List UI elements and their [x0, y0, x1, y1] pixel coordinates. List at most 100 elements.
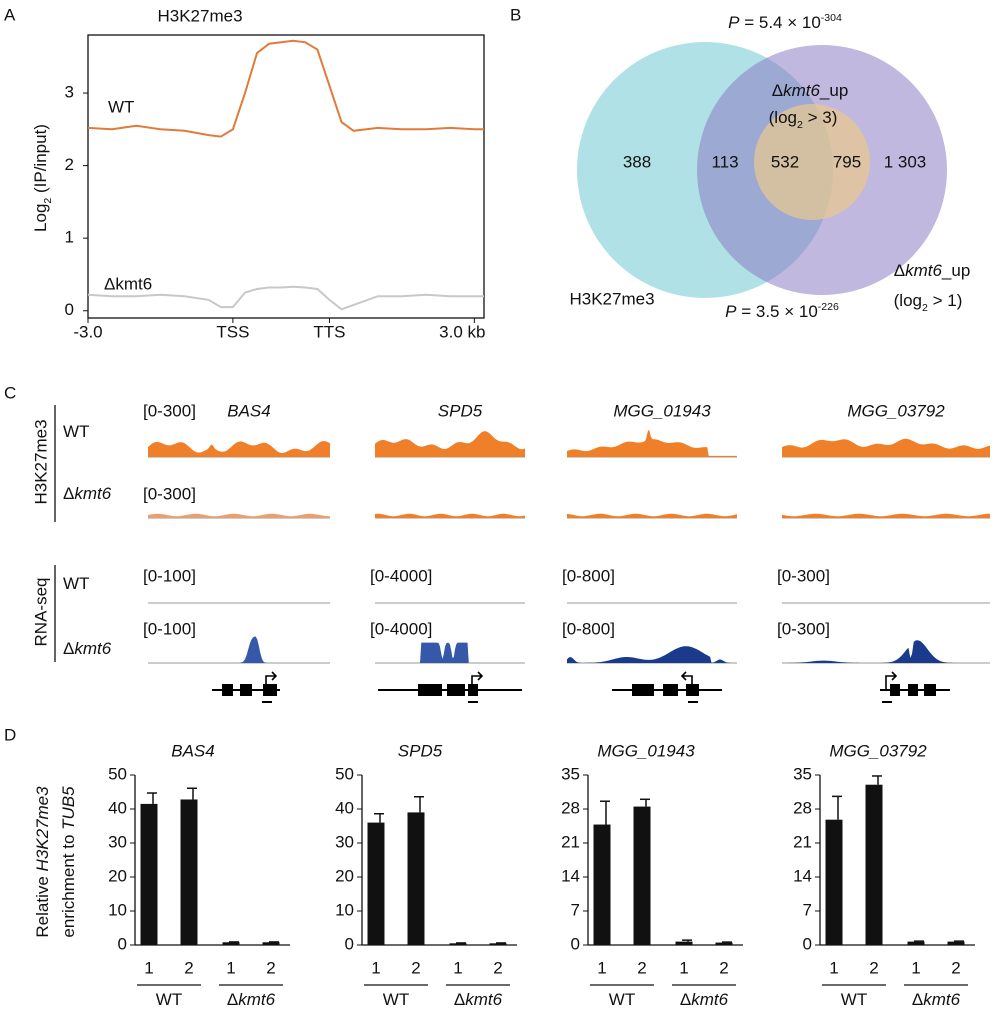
track-scale: [0-100]: [143, 619, 196, 638]
x-tick-label: 2: [951, 958, 960, 977]
x-tick-label: 1: [597, 958, 606, 977]
y-tick-label: 21: [793, 832, 812, 851]
tss-arrow: [885, 671, 898, 690]
gene-exon: [468, 684, 478, 696]
panel-label: C: [4, 383, 16, 402]
venn-label-part: Δ: [894, 261, 905, 280]
y-tick-label: 10: [335, 900, 354, 919]
group-label-part: kmt6: [691, 990, 728, 1009]
y-tick-label: 21: [561, 832, 580, 851]
coverage: [567, 513, 737, 518]
group-label-part: Δ: [454, 990, 465, 1009]
coverage: [567, 429, 737, 457]
y-tick-label: 0: [345, 934, 354, 953]
chart-title: MGG_03792: [829, 741, 927, 760]
error-bar: [187, 787, 197, 800]
venn-count: 388: [623, 152, 651, 171]
gene-exon: [908, 684, 918, 696]
line-series: [87, 285, 484, 311]
venn-label-part: > 1): [928, 291, 963, 310]
group-label: WT: [841, 990, 867, 1009]
track-group: RNA-seq: [31, 578, 50, 647]
error-bar: [832, 795, 842, 820]
venn-label: Δkmt6_up: [772, 81, 849, 100]
gene-exon: [890, 684, 900, 696]
x-tick-label: 1: [144, 958, 153, 977]
group-label-part: WT: [609, 990, 635, 1009]
group-label: WT: [156, 990, 182, 1009]
y-tick-label: 28: [561, 798, 580, 817]
venn-count: 113: [711, 152, 738, 171]
y-tick-label: 30: [335, 832, 354, 851]
venn-label: H3K27me3: [569, 289, 654, 308]
chart-title: H3K27me3: [157, 6, 242, 25]
bar: [407, 812, 425, 945]
coverage: [782, 640, 990, 663]
y-axis-label-part: enrichment to: [59, 830, 78, 938]
group-label: Δkmt6: [454, 990, 503, 1009]
bar: [180, 799, 198, 945]
plot-frame: [87, 34, 485, 319]
track-row-label: Δkmt6: [63, 484, 112, 503]
x-tick-label: 2: [637, 958, 646, 977]
track-scale: [0-800]: [562, 566, 615, 585]
x-tick-label: 2: [411, 958, 420, 977]
y-tick-label: 14: [561, 866, 580, 885]
x-tick-label: 1: [911, 958, 920, 977]
bar: [865, 784, 883, 945]
panel-label: B: [510, 5, 521, 24]
gene-name: MGG_03792: [847, 401, 945, 420]
group-label: Δkmt6: [227, 990, 276, 1009]
x-tick-label: 2: [869, 958, 878, 977]
x-tick-label: 2: [266, 958, 275, 977]
y-tick-label: 3: [65, 83, 74, 102]
coverage: [375, 431, 525, 457]
line-series: [87, 39, 484, 138]
venn-label: (log2 > 1): [894, 291, 963, 313]
x-tick-label: -3.0: [73, 322, 102, 341]
track-row-label-part: kmt6: [74, 484, 111, 503]
y-tick-label: 50: [108, 764, 127, 783]
coverage: [148, 513, 330, 518]
bar: [907, 941, 925, 945]
y-axis-label: enrichment to TUB5: [59, 786, 78, 938]
venn-label: (log2 > 3): [769, 108, 838, 130]
venn-count: 795: [833, 152, 861, 171]
track-row-label-part: Δ: [63, 484, 74, 503]
y-tick-label: 2: [65, 155, 74, 174]
y-axis-label-part: H3K27me3: [33, 786, 52, 872]
p-value-part: P: [725, 302, 737, 321]
y-axis-label-part: 2: [42, 198, 54, 204]
gene-exon: [240, 684, 252, 696]
panel-label: D: [4, 725, 16, 744]
venn-count: 1 303: [884, 152, 927, 171]
bar: [262, 942, 280, 945]
group-label-part: Δ: [912, 990, 923, 1009]
venn-label-part: 2: [797, 119, 803, 131]
y-axis-label-part: Relative: [33, 871, 52, 937]
y-tick-label: 40: [108, 798, 127, 817]
y-axis-label-part: (IP/input): [31, 124, 50, 198]
tss-arrow: [471, 671, 484, 690]
group-label-part: WT: [841, 990, 867, 1009]
x-tick-label: TSS: [216, 322, 249, 341]
track-row-label-part: WT: [63, 574, 89, 593]
y-tick-label: 28: [793, 798, 812, 817]
track-row-label-part: WT: [63, 422, 89, 441]
x-tick-label: 1: [226, 958, 235, 977]
x-tick-label: 1: [453, 958, 462, 977]
error-bar: [374, 813, 384, 823]
track-row-label: Δkmt6: [63, 639, 112, 658]
gene-name: MGG_01943: [613, 401, 711, 420]
y-tick-label: 0: [65, 300, 74, 319]
x-tick-label: 1: [829, 958, 838, 977]
coverage: [782, 513, 990, 518]
track-scale: [0-800]: [562, 619, 615, 638]
bar: [140, 803, 158, 945]
bar: [449, 943, 467, 945]
y-tick-label: 50: [335, 764, 354, 783]
series-label: WT: [108, 97, 134, 116]
chart-title: BAS4: [171, 741, 214, 760]
series-label: Δkmt6: [104, 274, 152, 293]
